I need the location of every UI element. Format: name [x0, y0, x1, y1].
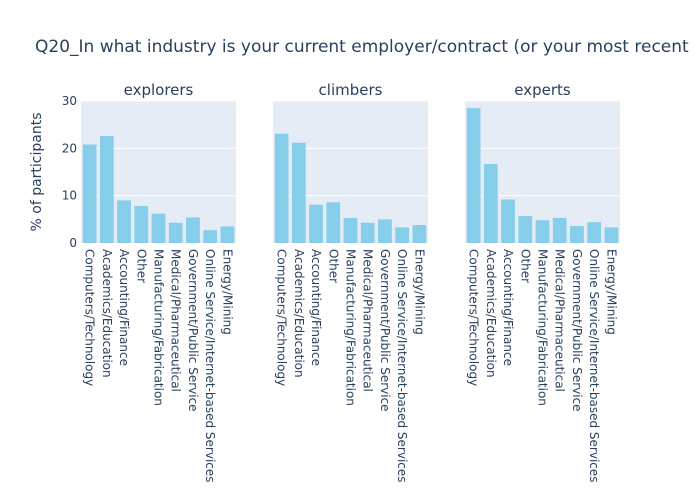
- x-tick-label: Energy/Mining: [412, 249, 426, 335]
- subplot-climbers: climbers Computers/Technology Academics/Ed…: [273, 81, 428, 483]
- bar-explorers-2: [99, 136, 114, 243]
- x-tick-label: Manufacturing/Fabrication: [344, 249, 358, 406]
- bar-climbers-2: [291, 142, 306, 243]
- bar-climbers-7: [378, 219, 392, 243]
- bar-explorers-5: [151, 213, 166, 243]
- x-tick-label: Academics/Education: [292, 249, 306, 378]
- bar-explorers-4: [134, 206, 149, 243]
- subplot-title: explorers: [124, 81, 194, 99]
- bar-experts-2: [483, 163, 498, 243]
- x-tick-label: Other: [134, 249, 148, 283]
- x-tick-label: Government/Public Service: [186, 249, 200, 412]
- bar-explorers-9: [220, 226, 235, 243]
- x-tick-label: Energy/Mining: [220, 249, 234, 335]
- x-tick-label: Manufacturing/Fabrication: [152, 249, 166, 406]
- x-tick-label: Manufacturing/Fabrication: [536, 249, 550, 406]
- bar-climbers-9: [412, 225, 427, 243]
- bar-explorers-8: [203, 230, 218, 243]
- x-tick-label: Online Service/Internet-based Services: [395, 249, 409, 483]
- x-tick-label: Energy/Mining: [604, 249, 618, 335]
- bar-explorers-6: [168, 222, 183, 243]
- bar-experts-6: [552, 217, 567, 243]
- x-tick-label: Computers/Technology: [467, 249, 481, 386]
- x-tick-label: Online Service/Internet-based Services: [587, 249, 601, 483]
- subplot-title: climbers: [319, 81, 383, 99]
- chart-title: Q20_In what industry is your current emp…: [35, 37, 689, 57]
- x-tick-label: Medical/Pharmaceutical: [361, 249, 375, 392]
- bar-climbers-8: [395, 227, 410, 243]
- bar-experts-9: [604, 227, 619, 243]
- y-tick-label: 30: [62, 94, 77, 108]
- x-tick-label: Other: [518, 249, 532, 283]
- y-tick-label: 0: [69, 236, 77, 250]
- bar-experts-8: [587, 222, 602, 243]
- x-tick-label: Computers/Technology: [83, 249, 97, 386]
- x-tick-label: Government/Public Service: [378, 249, 392, 412]
- bar-experts-3: [501, 199, 515, 243]
- x-tick-label: Academics/Education: [100, 249, 114, 378]
- y-tick-label: 20: [62, 141, 77, 155]
- bar-experts-4: [518, 216, 533, 243]
- x-tick-label: Accounting/Finance: [501, 249, 515, 366]
- bar-experts-1: [466, 108, 481, 243]
- x-tick-label: Government/Public Service: [570, 249, 584, 412]
- x-tick-label: Accounting/Finance: [309, 249, 323, 366]
- bar-experts-5: [535, 220, 550, 243]
- x-tick-label: Other: [326, 249, 340, 283]
- y-tick-label: 10: [62, 189, 77, 203]
- bar-explorers-7: [186, 217, 200, 243]
- x-tick-label: Online Service/Internet-based Services: [203, 249, 217, 483]
- bar-climbers-1: [274, 133, 289, 243]
- y-axis-label: % of participants: [29, 112, 45, 231]
- bar-climbers-6: [360, 222, 375, 243]
- x-tick-label: Medical/Pharmaceutical: [553, 249, 567, 392]
- subplot-title: experts: [514, 81, 571, 99]
- subplot-explorers: explorers 0 10 20 30 Computers/Technology Acad…: [62, 81, 236, 483]
- bar-explorers-3: [117, 200, 131, 243]
- subplot-experts: experts Computers/Technology Academics/Edu…: [465, 81, 620, 483]
- bar-explorers-1: [82, 144, 97, 243]
- bar-experts-7: [570, 225, 584, 243]
- bar-climbers-3: [309, 204, 323, 243]
- x-tick-label: Accounting/Finance: [117, 249, 131, 366]
- x-tick-label: Medical/Pharmaceutical: [169, 249, 183, 392]
- x-tick-label: Computers/Technology: [275, 249, 289, 386]
- x-tick-label: Academics/Education: [484, 249, 498, 378]
- bar-climbers-5: [343, 217, 358, 243]
- bar-climbers-4: [326, 202, 341, 243]
